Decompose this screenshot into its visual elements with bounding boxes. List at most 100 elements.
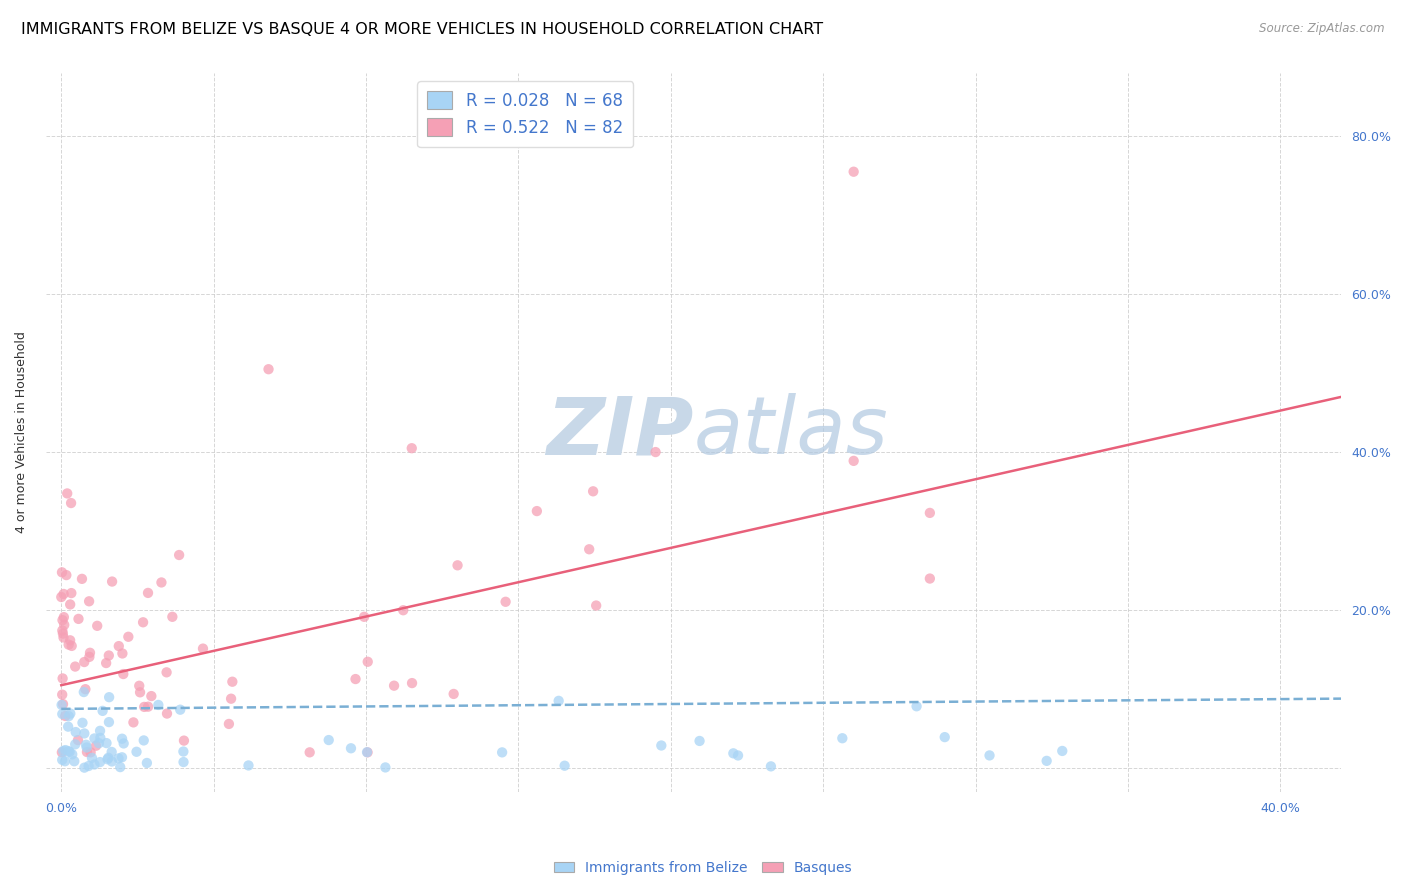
Point <box>79 745 101 759</box>
Point <box>89 755 111 769</box>
Point <box>112 667 135 681</box>
Point <box>58 638 80 652</box>
Point <box>918 572 941 586</box>
Point <box>53 754 76 768</box>
Point <box>238 758 260 772</box>
Point <box>60 586 83 600</box>
Point <box>547 694 569 708</box>
Point <box>831 731 853 746</box>
Point <box>55 743 77 757</box>
Point <box>1052 744 1074 758</box>
Point <box>56 486 79 500</box>
Point <box>650 739 672 753</box>
Point <box>191 641 214 656</box>
Point <box>934 730 956 744</box>
Point <box>401 676 423 690</box>
Point <box>135 756 157 770</box>
Point <box>101 574 124 589</box>
Point <box>75 738 97 752</box>
Point <box>218 717 240 731</box>
Y-axis label: 4 or more Vehicles in Household: 4 or more Vehicles in Household <box>15 332 28 533</box>
Point <box>79 646 101 660</box>
Text: IMMIGRANTS FROM BELIZE VS BASQUE 4 OR MORE VEHICLES IN HOUSEHOLD CORRELATION CHA: IMMIGRANTS FROM BELIZE VS BASQUE 4 OR MO… <box>21 22 824 37</box>
Point <box>918 506 941 520</box>
Point <box>51 745 73 759</box>
Legend: R = 0.028   N = 68, R = 0.522   N = 82: R = 0.028 N = 68, R = 0.522 N = 82 <box>418 81 633 147</box>
Point <box>70 572 93 586</box>
Point <box>155 665 177 680</box>
Point <box>52 587 75 601</box>
Point <box>97 751 120 765</box>
Point <box>89 731 111 745</box>
Point <box>60 747 83 762</box>
Point <box>125 745 148 759</box>
Point <box>148 698 170 712</box>
Point <box>97 715 120 730</box>
Point <box>80 751 103 765</box>
Point <box>53 709 76 723</box>
Point <box>156 706 179 721</box>
Point <box>167 548 190 562</box>
Point <box>101 755 124 769</box>
Point <box>356 745 378 759</box>
Point <box>905 699 928 714</box>
Point <box>73 685 96 699</box>
Point <box>63 659 86 673</box>
Point <box>75 682 97 697</box>
Point <box>76 740 98 755</box>
Point <box>340 741 363 756</box>
Point <box>110 760 132 774</box>
Point <box>382 679 405 693</box>
Point <box>97 648 120 663</box>
Point <box>136 699 159 714</box>
Legend: Immigrants from Belize, Basques: Immigrants from Belize, Basques <box>548 855 858 880</box>
Point <box>122 715 145 730</box>
Point <box>51 613 73 627</box>
Point <box>59 633 82 648</box>
Point <box>77 759 100 773</box>
Point <box>59 706 82 721</box>
Point <box>443 687 465 701</box>
Point <box>446 558 468 573</box>
Point <box>526 504 548 518</box>
Point <box>51 590 73 604</box>
Point <box>83 757 105 772</box>
Point <box>759 759 782 773</box>
Point <box>357 655 380 669</box>
Point <box>58 744 80 758</box>
Point <box>128 679 150 693</box>
Point <box>172 745 194 759</box>
Point <box>582 484 605 499</box>
Point <box>60 639 83 653</box>
Point <box>51 753 73 767</box>
Point <box>63 754 86 768</box>
Point <box>585 599 607 613</box>
Point <box>96 752 118 766</box>
Point <box>52 744 75 758</box>
Point <box>150 575 173 590</box>
Point <box>344 672 367 686</box>
Point <box>79 649 101 664</box>
Point <box>392 603 415 617</box>
Point <box>56 720 79 734</box>
Point <box>132 733 155 747</box>
Point <box>52 697 75 711</box>
Point <box>100 745 122 759</box>
Point <box>134 699 156 714</box>
Point <box>98 690 121 705</box>
Point <box>112 736 135 750</box>
Point <box>356 745 378 759</box>
Point <box>52 610 75 624</box>
Point <box>374 760 396 774</box>
Text: ZIP: ZIP <box>547 393 693 471</box>
Point <box>83 731 105 746</box>
Point <box>111 647 134 661</box>
Point <box>689 734 711 748</box>
Point <box>51 624 73 638</box>
Point <box>73 655 96 669</box>
Point <box>73 726 96 740</box>
Point <box>51 698 73 712</box>
Point <box>221 674 243 689</box>
Point <box>55 568 77 582</box>
Point <box>65 725 87 739</box>
